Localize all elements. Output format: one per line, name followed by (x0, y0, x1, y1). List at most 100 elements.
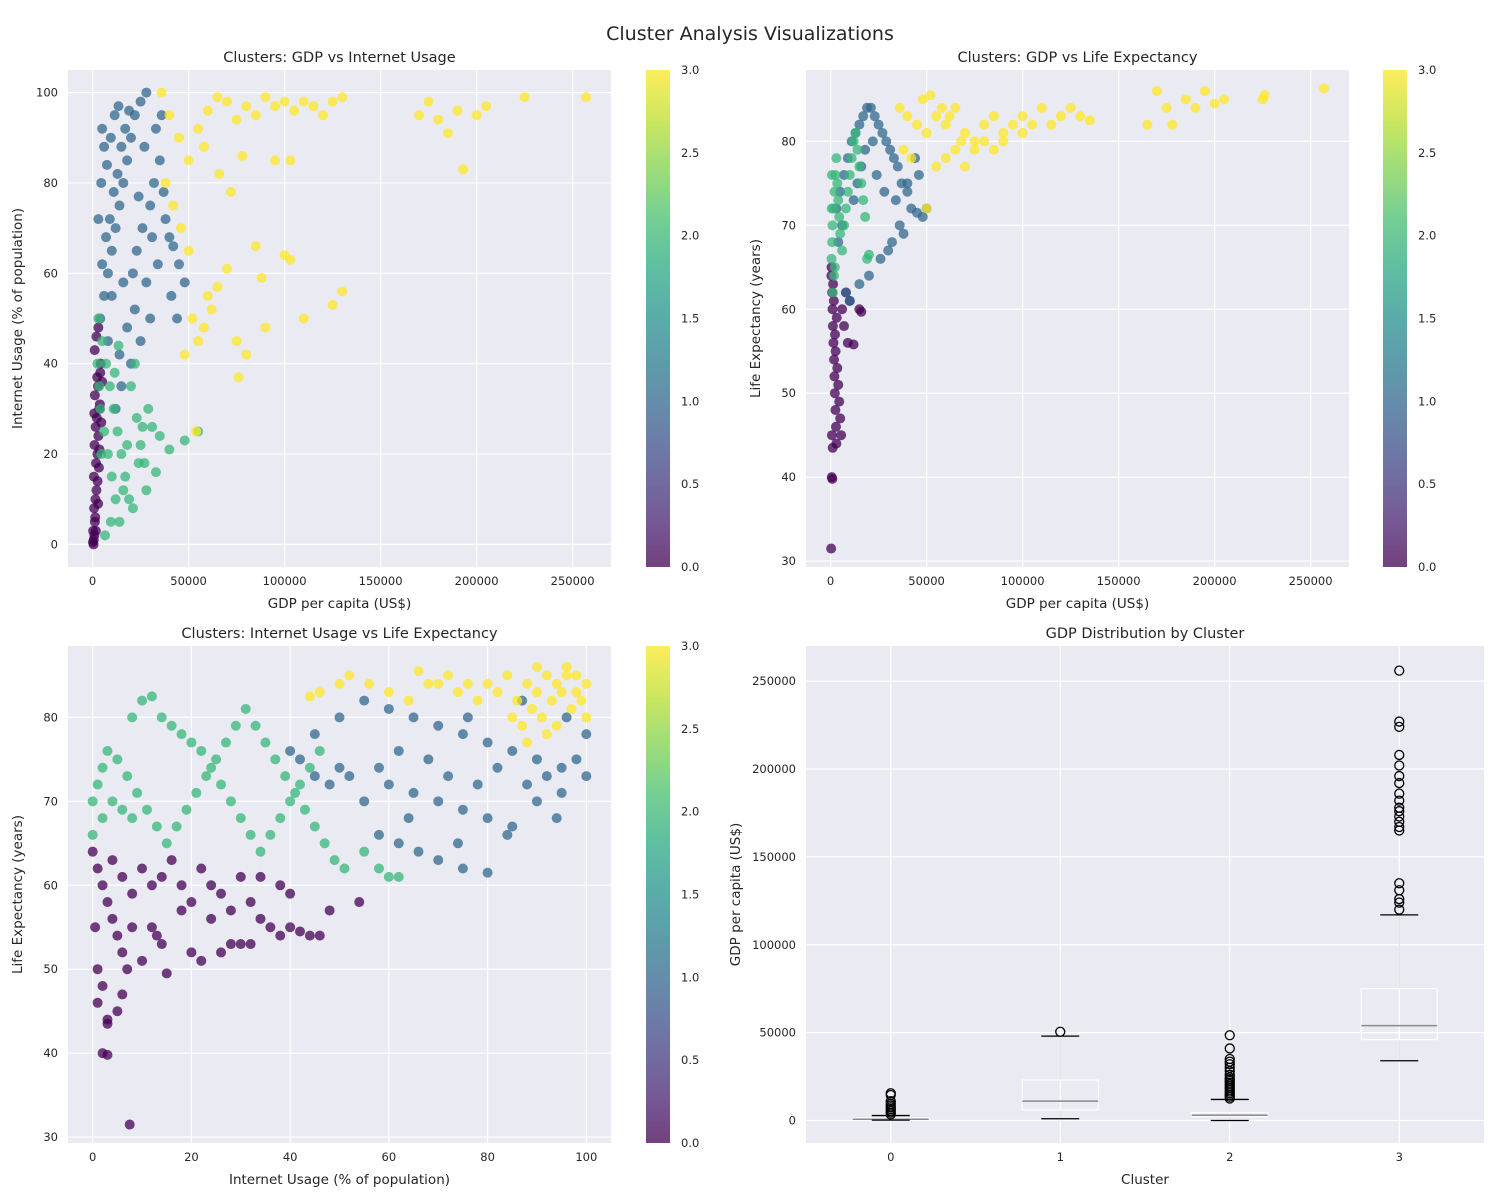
box-outlier (1394, 788, 1405, 799)
scatter-point (137, 223, 148, 234)
scatter-point (917, 94, 928, 105)
scatter-point (827, 237, 838, 248)
scatter-point (87, 829, 98, 840)
y-tick-label: 30 (781, 554, 796, 568)
scatter-point (969, 136, 980, 147)
panel-4: 0 50000 100000 150000 200000 250000 0 1 2 3 GDP Di… (728, 626, 1484, 1188)
scatter-point (186, 947, 197, 958)
scatter-point (299, 804, 310, 815)
scatter-point (256, 272, 267, 283)
scatter-point (212, 281, 223, 292)
colorbar-tick-label: 1.5 (1418, 312, 1436, 326)
x-tick-label: 60 (382, 1150, 397, 1164)
scatter-point (858, 195, 869, 206)
scatter-point (837, 304, 848, 315)
scatter-point (231, 336, 242, 347)
scatter-point (90, 525, 101, 536)
scatter-point (551, 678, 562, 689)
scatter-point (92, 358, 103, 369)
scatter-point (237, 150, 248, 161)
scatter-point (161, 838, 172, 849)
scatter-point (96, 449, 107, 460)
scatter-point (561, 670, 572, 681)
scatter-point (863, 270, 874, 281)
scatter-point (383, 703, 394, 714)
scatter-point (114, 349, 125, 360)
scatter-point (150, 467, 161, 478)
scatter-point (921, 203, 932, 214)
scatter-point (131, 245, 142, 256)
scatter-point (116, 141, 127, 152)
scatter-point (354, 897, 365, 908)
x-tick-label: 50000 (908, 574, 945, 588)
scatter-point (145, 200, 156, 211)
scatter-point (241, 101, 252, 112)
panel-2: 30 40 50 60 70 80 0 50000 100000 150000 200000 2500… (748, 50, 1436, 612)
scatter-point (298, 313, 309, 324)
x-tick-label: 0 (89, 574, 96, 588)
scatter-point (433, 796, 444, 807)
scatter-point (149, 177, 160, 188)
scatter-point (337, 92, 348, 103)
scatter-point (250, 110, 261, 121)
scatter-point (265, 922, 276, 933)
scatter-point (1180, 94, 1191, 105)
y-tick-label: 200000 (752, 762, 796, 776)
scatter-point (373, 762, 384, 773)
scatter-point (196, 863, 207, 874)
scatter-point (830, 405, 841, 416)
colorbar-tick-label: 2.0 (681, 805, 699, 819)
scatter-point (212, 92, 223, 103)
scatter-point (285, 922, 296, 933)
scatter-point (413, 666, 424, 677)
y-tick-label: 20 (43, 447, 58, 461)
scatter-point (894, 102, 905, 113)
box-outlier (1394, 721, 1405, 732)
scatter-point (122, 964, 133, 975)
scatter-point (146, 691, 157, 702)
scatter-point (109, 367, 120, 378)
scatter-point (1190, 102, 1201, 113)
scatter-point (898, 144, 909, 155)
scatter-point (831, 153, 842, 164)
colorbar-tick-label: 0.5 (681, 1053, 699, 1067)
x-tick-label: 2 (1226, 1150, 1233, 1164)
scatter-point (828, 279, 839, 290)
scatter-point (230, 720, 241, 731)
box-iqr (1021, 1079, 1099, 1111)
scatter-point (221, 96, 232, 107)
scatter-point (91, 485, 102, 496)
y-axis-label: GDP per capita (US$) (728, 823, 744, 966)
scatter-point (1142, 119, 1153, 130)
scatter-point (99, 290, 110, 301)
scatter-point (93, 498, 104, 509)
scatter-point (107, 796, 118, 807)
y-tick-label: 70 (781, 218, 796, 232)
scatter-point (359, 796, 370, 807)
scatter-point (137, 695, 148, 706)
scatter-point (110, 223, 121, 234)
scatter-point (216, 779, 227, 790)
scatter-point (191, 426, 202, 437)
scatter-point (235, 871, 246, 882)
scatter-point (1209, 98, 1220, 109)
scatter-point (118, 485, 129, 496)
scatter-point (423, 678, 434, 689)
scatter-point (433, 720, 444, 731)
box-outlier (1394, 806, 1405, 817)
scatter-point (289, 105, 300, 116)
scatter-point (125, 132, 136, 143)
scatter-point (842, 186, 853, 197)
scatter-point (179, 435, 190, 446)
colorbar-tick-label: 2.0 (681, 229, 699, 243)
scatter-point (472, 779, 483, 790)
panel-3: 30 40 50 60 70 80 0 20 40 60 80 100 Clusters: Intern… (10, 626, 699, 1188)
scatter-point (206, 913, 217, 924)
scatter-point (166, 290, 177, 301)
scatter-point (304, 762, 315, 773)
colorbar-tick-label: 0.5 (1418, 477, 1436, 491)
box-outlier (1055, 1026, 1066, 1037)
scatter-point (93, 462, 104, 473)
x-tick-label: 0 (887, 1150, 894, 1164)
scatter-point (275, 930, 286, 941)
